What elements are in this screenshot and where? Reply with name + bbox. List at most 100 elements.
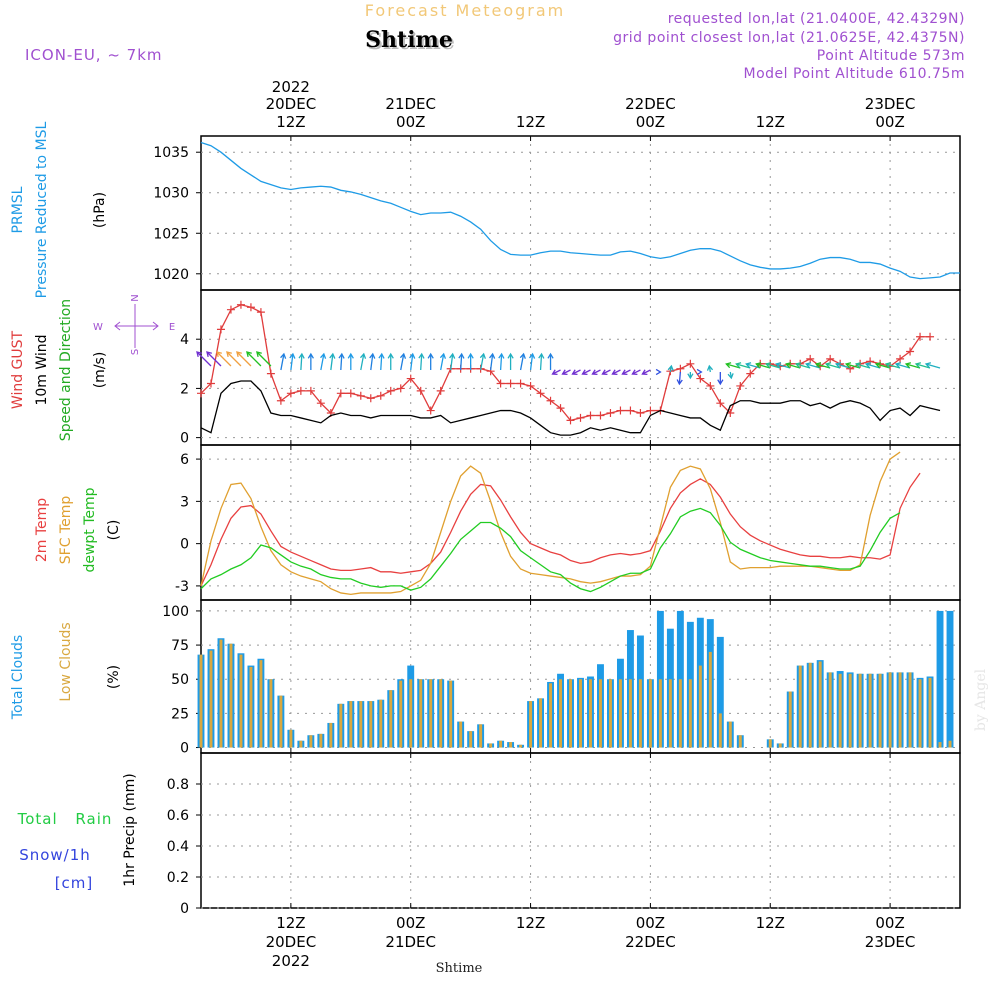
wind-arrow-head <box>439 352 447 359</box>
wind-arrow-head <box>924 362 932 369</box>
cloud-bar-low <box>509 742 513 748</box>
dewpt-temp-label: dewpt Temp <box>82 487 98 572</box>
wind-arrow-head <box>359 352 367 359</box>
gust-marker <box>566 416 575 425</box>
gust-marker <box>246 303 255 312</box>
wind-arrow-head <box>655 368 662 376</box>
gust-marker <box>676 364 685 373</box>
y-tick-label: 0 <box>180 901 189 917</box>
wind-arrow-head <box>256 351 262 358</box>
wind-arrow-head <box>581 369 588 376</box>
wind-direction-arrow <box>582 369 591 375</box>
wind-arrow-head <box>418 352 425 359</box>
wind-arrow-head <box>216 351 222 358</box>
cloud-bar-low <box>768 739 772 748</box>
cloud-bar-low <box>359 701 363 748</box>
wind-direction-arrow <box>246 351 262 367</box>
gust-marker <box>646 406 655 415</box>
prmsl-label: PRMSL <box>10 186 26 233</box>
cloud-bar-low <box>309 735 313 748</box>
time-label-hour: 00Z <box>636 113 665 131</box>
cloud-bar-low <box>698 665 702 748</box>
cloud-bar-low <box>688 679 692 748</box>
wind-arrow-head <box>676 379 683 386</box>
gust-marker <box>626 406 635 415</box>
gust-marker <box>306 386 315 395</box>
gust-marker <box>826 354 835 363</box>
cloud-bar-low <box>589 679 592 748</box>
wind-arrow-head <box>538 352 545 359</box>
wind-arrow-head <box>601 369 608 376</box>
series-line-dewpt-temp <box>200 507 901 593</box>
gust-marker <box>556 404 565 413</box>
wind-unit: (m/s) <box>92 352 108 389</box>
point-altitude: Point Altitude 573m <box>817 48 965 64</box>
wind-direction-arrow <box>479 353 485 371</box>
gust-marker <box>266 369 275 378</box>
wind-direction-arrow <box>622 369 631 375</box>
wind-direction-arrow <box>216 351 232 367</box>
wind-arrow-head <box>387 352 394 359</box>
wind-arrow-head <box>206 351 212 358</box>
gust-marker <box>206 379 215 388</box>
wind-arrow-head <box>280 352 287 359</box>
cloud-bar-low <box>778 743 782 748</box>
meteogram-title: Forecast Meteogram <box>365 1 565 20</box>
wind-arrow-head <box>338 352 345 359</box>
wind-arrow-head <box>854 362 862 369</box>
gust-marker <box>896 354 905 363</box>
pressure-panel: 1020 1025 1030 1035 <box>153 135 961 291</box>
cloud-bar-low <box>838 673 842 748</box>
wind-arrow-head <box>864 362 872 369</box>
cloud-bar-low <box>479 724 483 748</box>
grid-point-coords: grid point closest lon,lat (21.0625E, 42… <box>613 30 965 46</box>
cloud-bar-low <box>279 695 283 748</box>
time-label-hour: 00Z <box>875 914 904 932</box>
cloud-bar-low <box>209 650 213 748</box>
wind-direction-arrow <box>280 353 285 371</box>
wind-arrow-head <box>591 369 598 376</box>
wind-direction-arrow <box>519 353 525 371</box>
cloud-bar-low <box>219 639 223 748</box>
gust-marker <box>396 384 405 393</box>
wind-direction-arrow <box>746 363 761 369</box>
pressure-frame <box>200 135 961 291</box>
gust-marker <box>636 409 645 418</box>
cloud-bar-low <box>339 703 343 748</box>
temperature-panel: -3 0 3 6 <box>175 444 961 601</box>
cloud-bar-low <box>908 672 912 748</box>
wind-arrow-head <box>775 362 782 369</box>
gust-marker <box>746 369 755 378</box>
time-label-date: 21DEC <box>385 95 436 113</box>
cloud-bar-low <box>569 679 572 748</box>
cloud-bar-low <box>938 742 942 748</box>
cloud-bar-low <box>299 740 303 748</box>
gust-marker <box>406 374 415 383</box>
model-label: ICON-EU, ~ 7km <box>25 46 163 64</box>
wind-arrow-head <box>196 351 202 358</box>
wind-direction-arrow <box>236 351 252 367</box>
clouds-unit: (%) <box>106 665 122 689</box>
cloud-bar-low <box>249 666 253 748</box>
y-tick-label: 0.6 <box>167 808 189 824</box>
precip-frame <box>200 752 961 909</box>
y-tick-label: 100 <box>162 604 189 620</box>
cloud-bar-low <box>469 731 473 748</box>
cloud-bar-low <box>618 679 622 748</box>
wind-direction-arrow <box>796 363 811 369</box>
wind-arrow-head <box>717 379 724 386</box>
time-label-date: 20DEC <box>266 933 317 951</box>
wind-arrow-head <box>226 351 232 358</box>
gust-marker <box>686 359 695 368</box>
wind-arrow-head <box>824 362 832 369</box>
cloud-bar-low <box>439 679 443 748</box>
wind-direction-arrow <box>206 351 222 367</box>
gust-marker <box>416 386 425 395</box>
wind-arrow-head <box>725 362 732 369</box>
time-label-date: 21DEC <box>385 933 436 951</box>
time-label-hour: 12Z <box>516 113 545 131</box>
y-tick-label: 1025 <box>153 226 189 242</box>
wind-arrow-head <box>804 362 812 369</box>
cloud-bar-low <box>918 679 922 748</box>
